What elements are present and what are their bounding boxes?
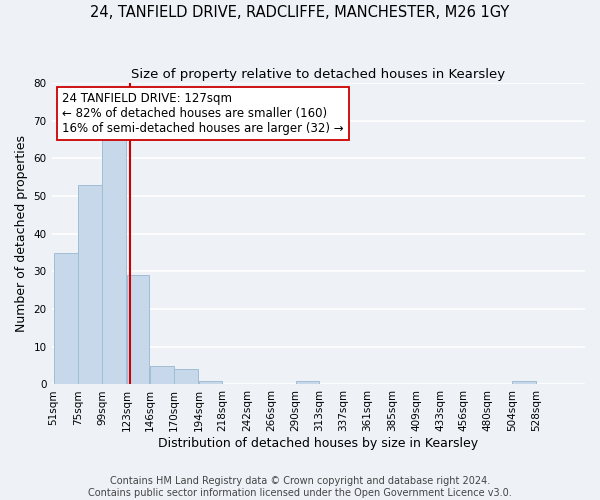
Text: 24 TANFIELD DRIVE: 127sqm
← 82% of detached houses are smaller (160)
16% of semi: 24 TANFIELD DRIVE: 127sqm ← 82% of detac… (62, 92, 344, 135)
Bar (54, 252, 77, 384)
Bar (199, 380, 223, 384)
X-axis label: Distribution of detached houses by size in Kearsley: Distribution of detached houses by size … (158, 437, 478, 450)
Bar (150, 366, 174, 384)
Bar (78, 185, 102, 384)
Bar (512, 380, 536, 384)
Bar (103, 136, 126, 384)
Y-axis label: Number of detached properties: Number of detached properties (15, 136, 28, 332)
Title: Size of property relative to detached houses in Kearsley: Size of property relative to detached ho… (131, 68, 505, 80)
Text: Contains HM Land Registry data © Crown copyright and database right 2024.
Contai: Contains HM Land Registry data © Crown c… (88, 476, 512, 498)
Bar (174, 370, 198, 384)
Text: 24, TANFIELD DRIVE, RADCLIFFE, MANCHESTER, M26 1GY: 24, TANFIELD DRIVE, RADCLIFFE, MANCHESTE… (91, 5, 509, 20)
Bar (296, 380, 319, 384)
Bar (127, 275, 149, 384)
